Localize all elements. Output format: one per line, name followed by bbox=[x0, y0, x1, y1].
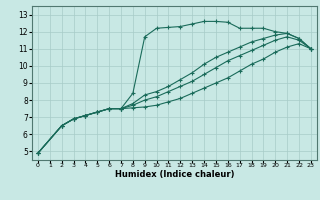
X-axis label: Humidex (Indice chaleur): Humidex (Indice chaleur) bbox=[115, 170, 234, 179]
